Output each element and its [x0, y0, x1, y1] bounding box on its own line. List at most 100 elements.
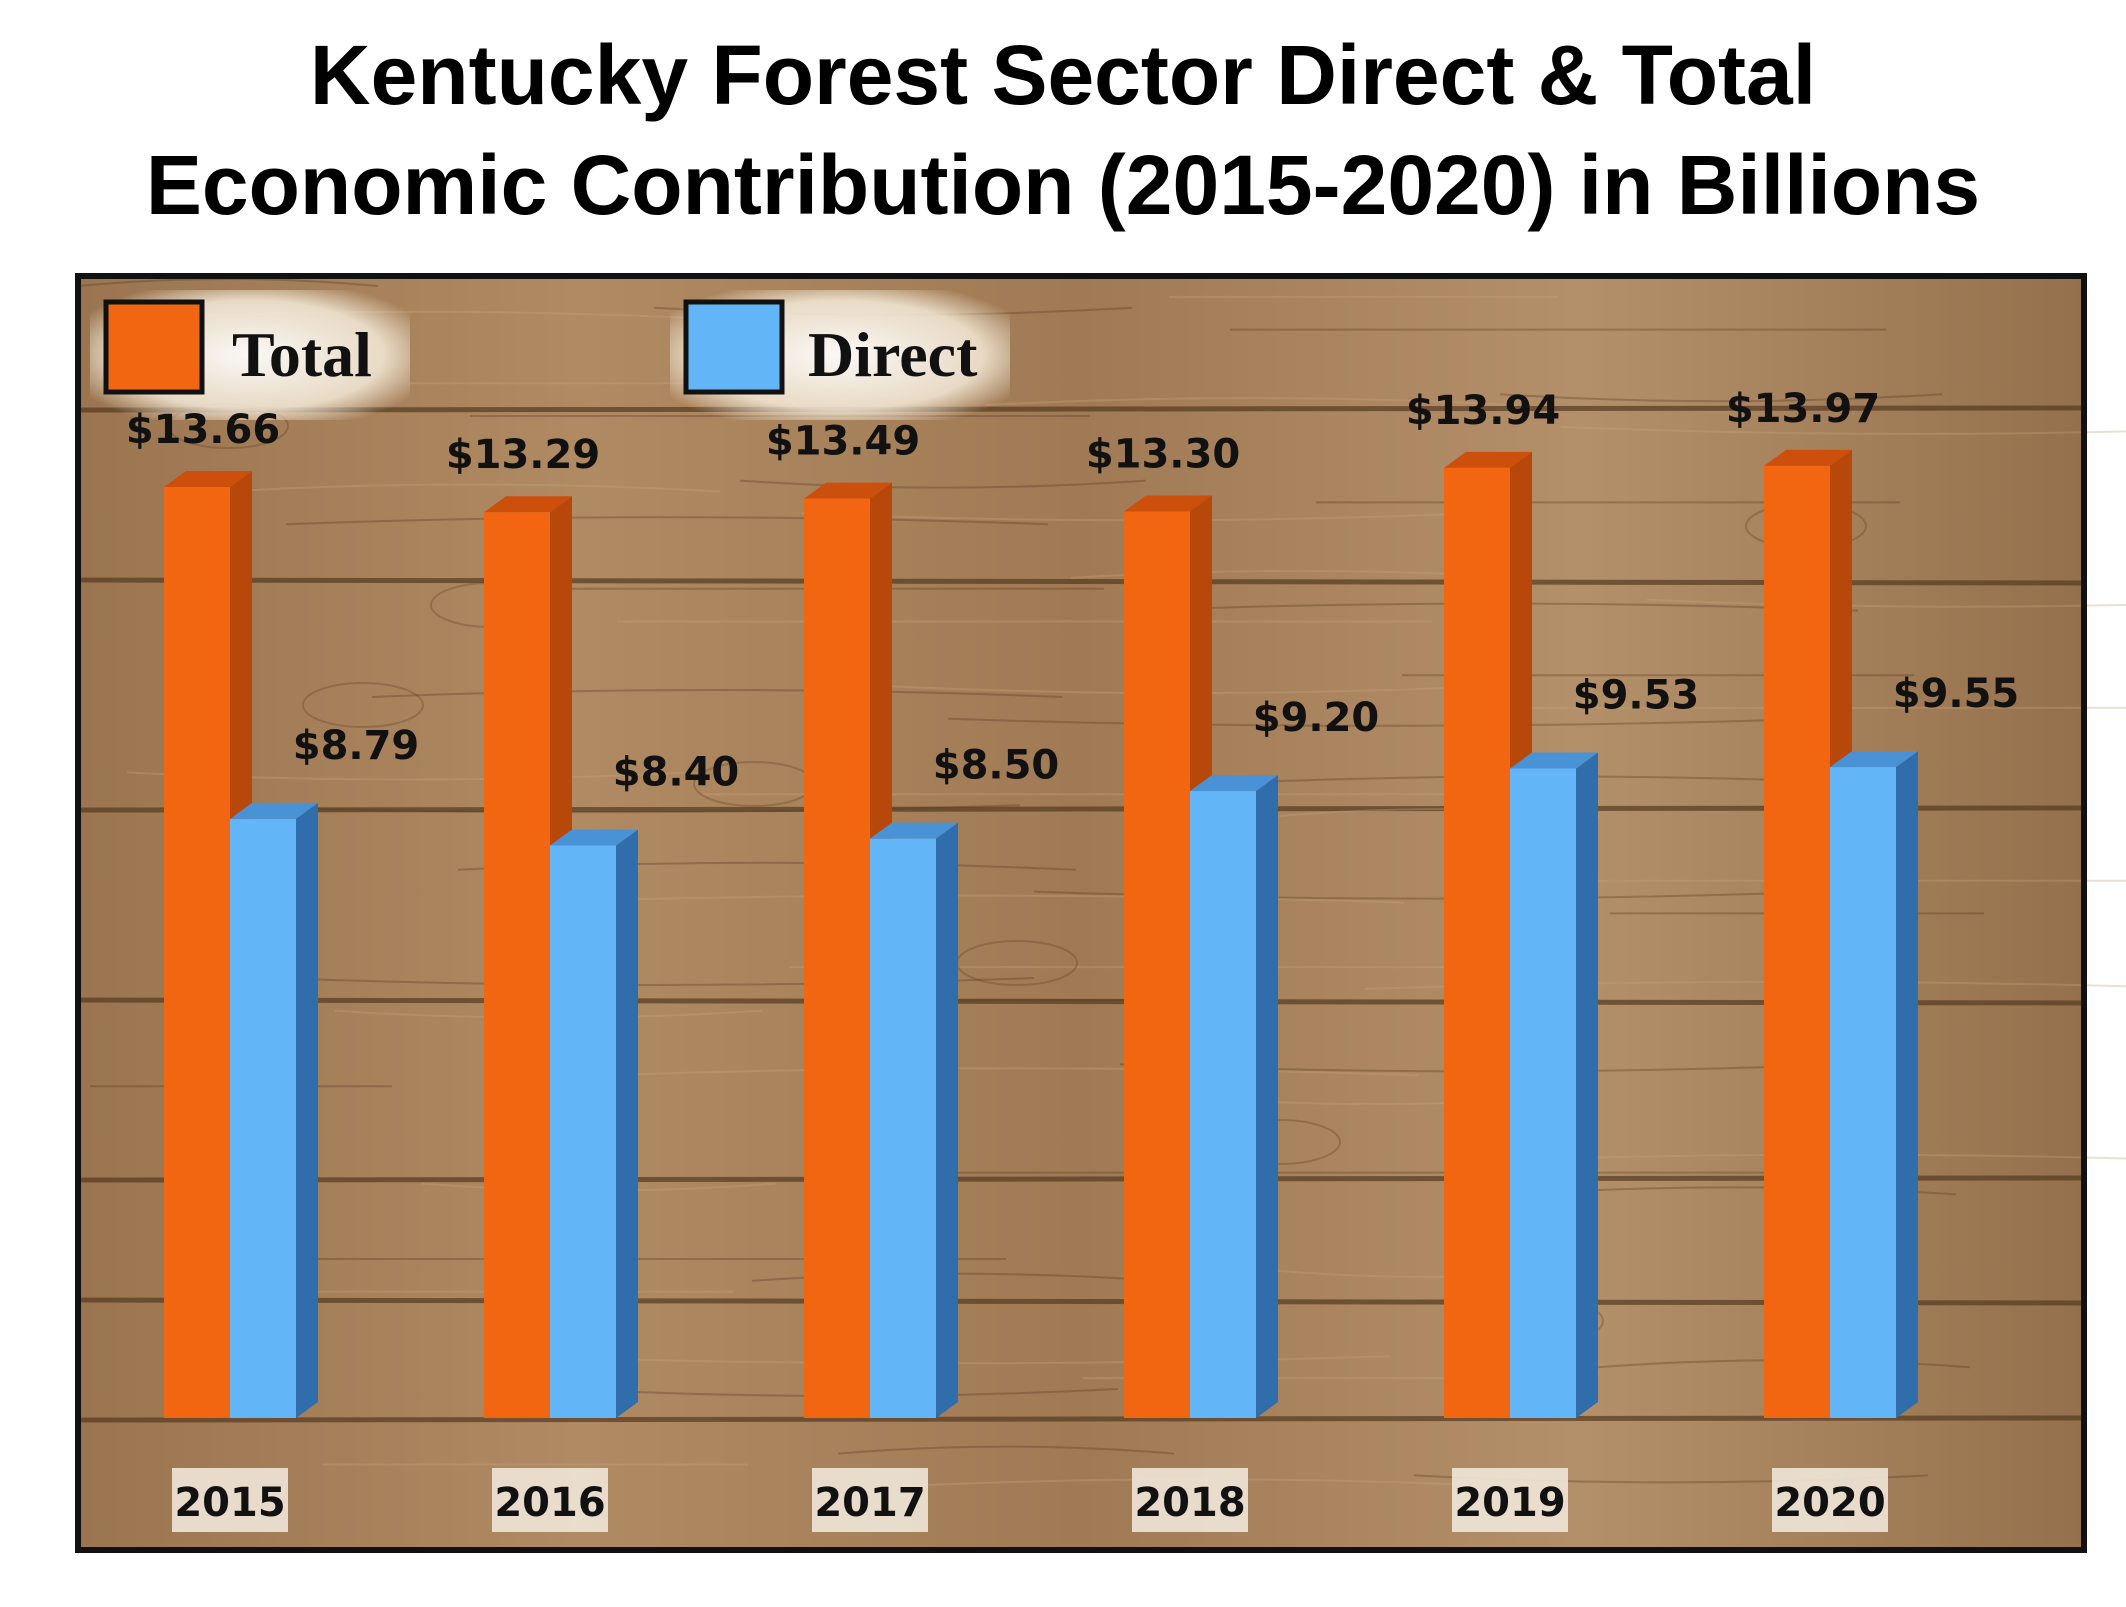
value-label-total-2019: $13.94 — [1406, 388, 1560, 434]
plank-seam — [77, 577, 2085, 586]
value-label-direct-2020: $9.55 — [1893, 671, 2020, 717]
value-label-total-2017: $13.49 — [766, 419, 920, 465]
bar-direct-2020 — [1830, 751, 1918, 1418]
x-tick-background — [172, 1468, 288, 1532]
x-tick-label: 2015 — [174, 1480, 285, 1526]
value-label-total-2015: $13.66 — [126, 407, 280, 453]
wood-grain — [947, 717, 1817, 727]
bar-front — [230, 818, 296, 1418]
value-label-direct-2017: $8.50 — [933, 743, 1060, 789]
chart-title: Kentucky Forest Sector Direct & Total Ec… — [0, 20, 2126, 240]
bar-top — [230, 802, 318, 819]
bar-front — [1190, 790, 1256, 1418]
x-tick-background — [1132, 1468, 1248, 1532]
bar-top — [164, 471, 252, 487]
x-tick-2017: 2017 — [812, 1468, 928, 1532]
bar-top — [1510, 752, 1598, 769]
bar-direct-2019 — [1510, 752, 1598, 1418]
wood-plot-panel — [75, 273, 2126, 1553]
wood-grain — [371, 689, 1063, 698]
plank-seam — [77, 1175, 2085, 1183]
wood-grain — [984, 397, 1517, 407]
bar-side — [616, 829, 638, 1418]
bar-top — [1124, 495, 1212, 512]
bar-top — [1190, 774, 1278, 791]
x-tick-background — [1452, 1468, 1568, 1532]
bar-side — [296, 802, 318, 1418]
bar-side — [1896, 751, 1918, 1418]
x-tick-background — [492, 1468, 608, 1532]
wood-grain — [837, 1445, 1175, 1455]
value-labels: $13.66 $8.79 $13.29 $8.40 $13.49 $8.50 $13.30 $… — [126, 386, 2019, 796]
legend-direct-label: Direct — [808, 319, 978, 390]
x-tick-background — [1772, 1468, 1888, 1532]
bar-top — [804, 482, 892, 499]
bar-front — [1830, 767, 1896, 1418]
value-label-direct-2018: $9.20 — [1253, 695, 1380, 741]
value-label-total-2016: $13.29 — [446, 432, 600, 478]
plank-seam — [77, 1415, 2085, 1423]
bar-top — [1764, 449, 1852, 466]
x-tick-label: 2017 — [814, 1480, 925, 1526]
bar-front — [870, 838, 936, 1418]
x-tick-2018: 2018 — [1132, 1468, 1248, 1532]
x-tick-2016: 2016 — [492, 1468, 608, 1532]
bar-top — [870, 822, 958, 839]
bar-side — [936, 822, 958, 1418]
x-tick-2015: 2015 — [172, 1468, 288, 1532]
plot-border — [75, 273, 2087, 1553]
bar-front — [164, 487, 230, 1418]
bar-top — [484, 496, 572, 513]
bar-front — [1444, 467, 1510, 1419]
x-tick-background — [812, 1468, 928, 1532]
x-tick-label: 2016 — [494, 1480, 605, 1526]
chart-title-line-1: Kentucky Forest Sector Direct & Total — [309, 28, 1817, 122]
bar-side — [1576, 752, 1598, 1418]
bar-top — [550, 829, 638, 846]
legend-total-label: Total — [232, 319, 372, 390]
bar-direct-2016 — [550, 829, 638, 1418]
legend-direct-swatch — [683, 299, 785, 395]
plank-seam — [77, 1297, 2085, 1306]
wood-planks — [77, 278, 2126, 1488]
x-tick-2020: 2020 — [1772, 1468, 1888, 1532]
bar-direct-2018 — [1190, 774, 1278, 1418]
legend: Total Direct — [90, 290, 1010, 420]
value-label-direct-2015: $8.79 — [293, 723, 420, 769]
x-tick-2019: 2019 — [1452, 1468, 1568, 1532]
wood-background — [78, 276, 2084, 1550]
bar-top — [1830, 751, 1918, 768]
chart-title-line-2: Economic Contribution (2015-2020) in Bil… — [145, 138, 1981, 232]
bar-direct-2015 — [230, 802, 318, 1418]
bar-front — [484, 512, 550, 1418]
plank-seam — [77, 405, 2085, 413]
x-tick-label: 2019 — [1454, 1480, 1565, 1526]
bar-front — [804, 498, 870, 1418]
legend-total-swatch — [103, 299, 205, 395]
wood-grain — [604, 1067, 1419, 1077]
value-label-direct-2016: $8.40 — [613, 749, 740, 795]
wood-grain — [1499, 393, 1943, 403]
value-label-total-2018: $13.30 — [1086, 432, 1240, 478]
bar-front — [1510, 768, 1576, 1418]
wood-grain — [1646, 598, 2126, 608]
x-tick-label: 2018 — [1134, 1480, 1245, 1526]
wood-grain — [1560, 425, 2126, 435]
bar-front — [550, 845, 616, 1418]
wood-grain — [739, 479, 1147, 489]
bars — [164, 449, 1918, 1419]
wood-grain — [224, 483, 721, 493]
x-tick-label: 2020 — [1774, 1480, 1885, 1526]
bar-side — [1256, 774, 1278, 1418]
wood-grain — [285, 516, 1049, 526]
bar-front — [1764, 465, 1830, 1418]
x-axis: 2015 2016 2017 2018 2019 2020 — [172, 1468, 1888, 1532]
wood-knot — [302, 682, 424, 728]
bar-top — [1444, 451, 1532, 468]
value-label-direct-2019: $9.53 — [1573, 672, 1700, 718]
plank-seam — [77, 997, 2085, 1006]
value-label-total-2020: $13.97 — [1726, 386, 1880, 432]
plank-seam — [77, 805, 2085, 813]
bar-direct-2017 — [870, 822, 958, 1418]
